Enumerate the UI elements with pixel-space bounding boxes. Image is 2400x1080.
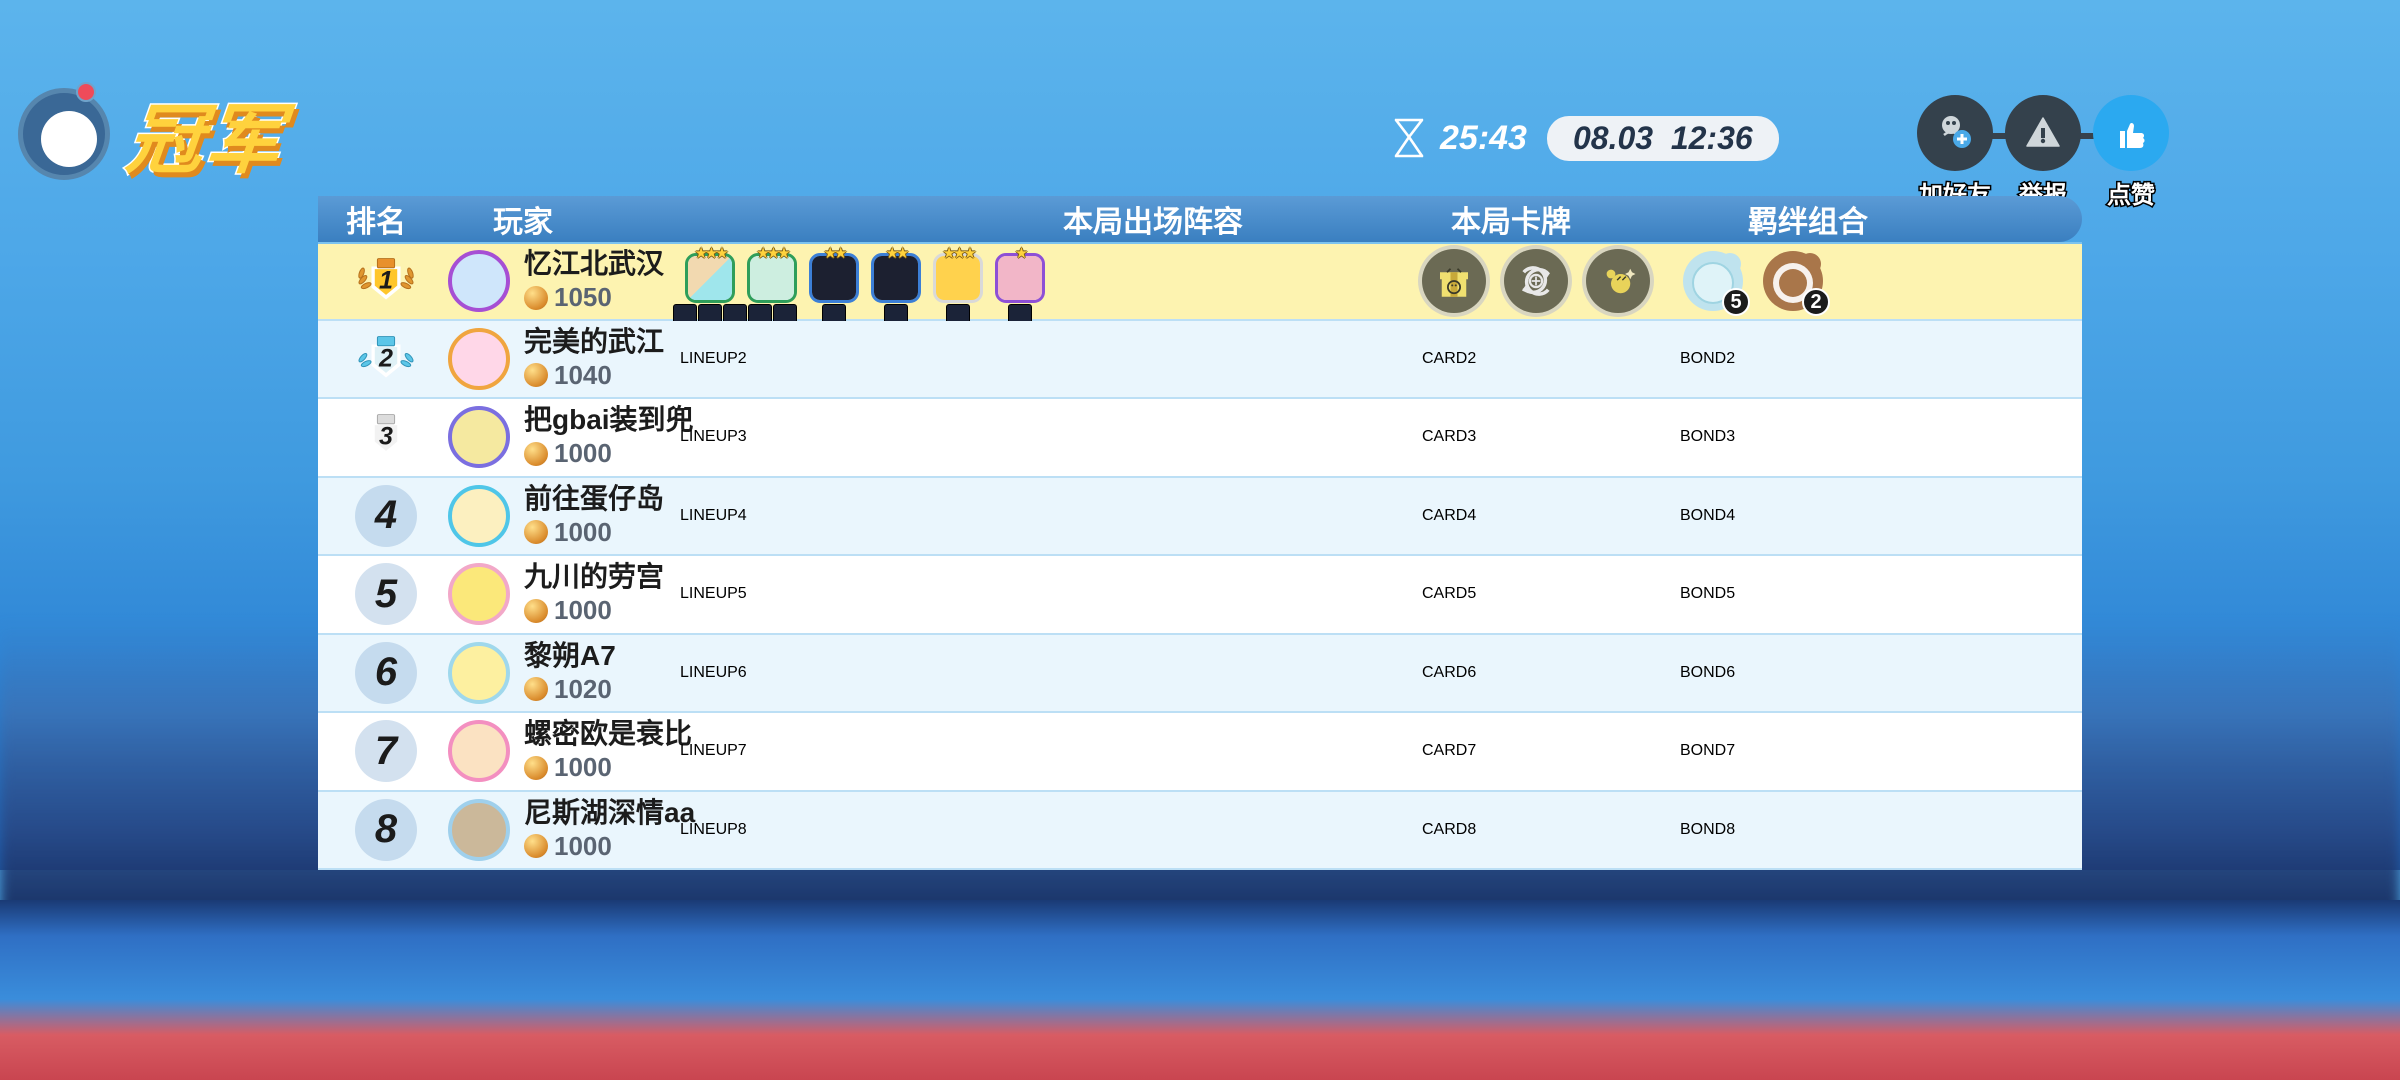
- svg-text:2: 2: [378, 344, 393, 372]
- svg-text:3: 3: [379, 423, 393, 451]
- svg-text:1: 1: [379, 267, 393, 295]
